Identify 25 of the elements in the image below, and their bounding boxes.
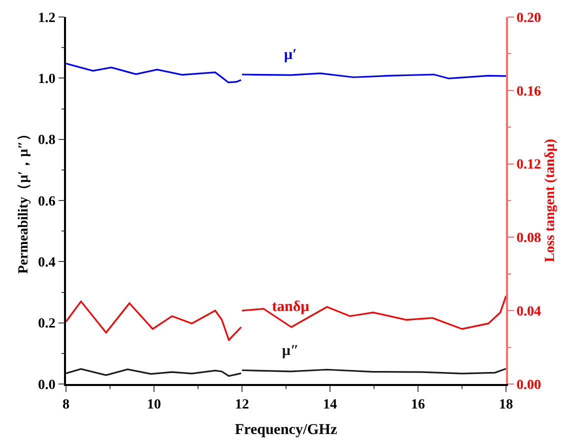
y-tick-label: 0.6 <box>38 194 56 210</box>
y-tick-label: 0.2 <box>38 316 56 332</box>
y2-tick-label: 0.00 <box>516 378 542 393</box>
y-tick-label: 0.8 <box>38 133 56 148</box>
x-tick-label: 18 <box>499 398 513 413</box>
y2-tick-label: 0.08 <box>516 231 542 246</box>
x-tick-label: 12 <box>235 398 249 413</box>
y-tick-label: 1.2 <box>38 10 56 26</box>
y-tick-label: 0.4 <box>38 256 56 271</box>
x-tick-label: 8 <box>62 398 70 413</box>
x-tick-label: 16 <box>411 398 425 413</box>
x-axis-title: Frequency/GHz <box>234 422 338 438</box>
x-tick-label: 14 <box>323 398 337 413</box>
series-label: tanδμ <box>272 299 310 315</box>
y-tick-label: 0.0 <box>38 378 56 393</box>
y2-axis-title: Loss tangent (tanδμ) <box>543 138 558 262</box>
series-label: μ′ <box>284 47 297 63</box>
y-axis-title: Permeability（μ′，μ″） <box>16 127 32 274</box>
x-tick-label: 10 <box>147 398 161 413</box>
y2-tick-label: 0.12 <box>516 158 542 173</box>
y2-tick-label: 0.16 <box>516 84 542 100</box>
y-tick-label: 1.0 <box>38 72 56 88</box>
series-label: μ″ <box>282 343 299 359</box>
y2-tick-label: 0.20 <box>516 10 542 26</box>
y2-tick-label: 0.04 <box>516 304 542 320</box>
